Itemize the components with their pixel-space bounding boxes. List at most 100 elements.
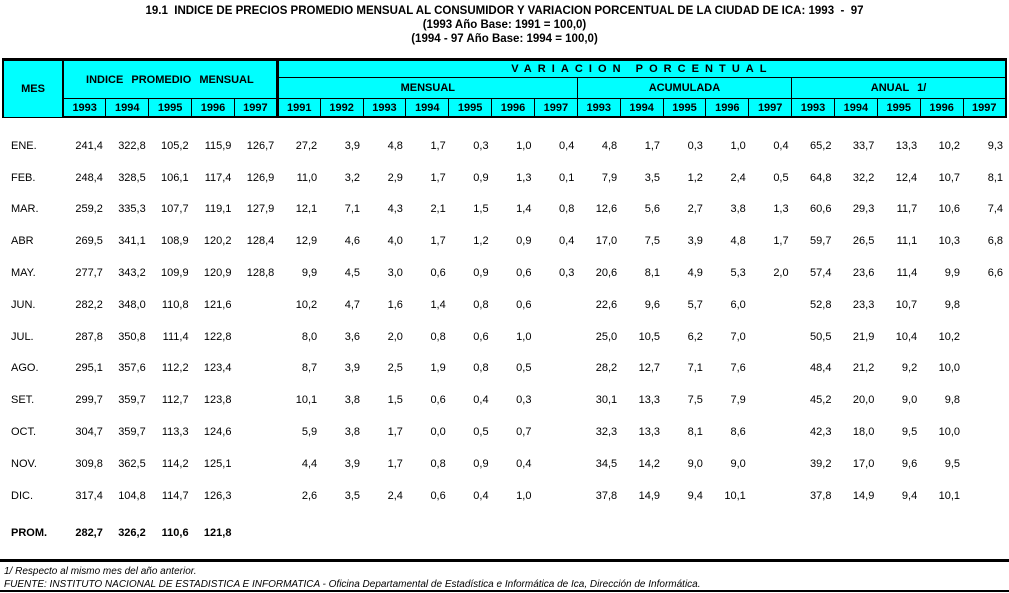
- value-mensual: 0,6: [430, 267, 446, 280]
- value-mensual: 3,9: [344, 139, 361, 152]
- value-anual: [963, 448, 1006, 480]
- value-acumulada: 7,5: [644, 235, 661, 248]
- year-header-indice: 1996: [191, 98, 235, 118]
- value-acumulada: 9,0: [730, 457, 746, 470]
- value-acumulada: 32,3: [595, 426, 618, 439]
- value-indice: 348,0: [118, 298, 146, 311]
- value-acumulada: 0,4: [773, 139, 789, 152]
- value-mensual: 0,6: [430, 489, 446, 502]
- value-indice: 362,5: [118, 457, 146, 470]
- value-anual: [877, 518, 920, 548]
- value-acumulada: 10,5: [638, 330, 661, 343]
- value-acumulada: [749, 289, 792, 321]
- table-row: JUL. 287,8 350,8 111,4 122,8 8,0 3,6 2,0 0,8 0,6 1…: [3, 321, 1006, 353]
- value-acumulada: 2,7: [687, 203, 703, 216]
- value-acumulada: 3,5: [644, 171, 661, 184]
- value-mensual: 2,0: [387, 330, 403, 343]
- value-acumulada: 8,1: [687, 426, 703, 439]
- value-indice: 282,7: [75, 526, 103, 539]
- value-acumulada: 7,0: [730, 330, 746, 343]
- value-indice: 109,9: [161, 267, 189, 280]
- table-row: OCT. 304,7 359,7 113,3 124,6 5,9 3,8 1,7 0,0 0,5 0…: [3, 416, 1006, 448]
- year-header-indice: 1994: [105, 98, 150, 118]
- value-indice: 357,6: [118, 362, 146, 375]
- value-mensual: 4,6: [344, 235, 361, 248]
- value-mensual: [534, 384, 577, 416]
- value-mensual: 1,7: [387, 457, 403, 470]
- month-label: NOV.: [11, 457, 37, 470]
- value-acumulada: 1,0: [730, 139, 746, 152]
- price-index-table: MES INDICE PROMEDIO MENSUAL VARIACION PO…: [2, 58, 1008, 548]
- value-acumulada: [620, 518, 663, 548]
- value-mensual: 1,2: [473, 235, 489, 248]
- value-mensual: 1,6: [387, 298, 403, 311]
- value-indice: 326,2: [118, 526, 146, 539]
- value-acumulada: 28,2: [595, 362, 618, 375]
- value-acumulada: 7,5: [687, 394, 703, 407]
- year-header-mensual: 1995: [448, 98, 493, 118]
- value-indice: 343,2: [118, 267, 146, 280]
- value-mensual: 12,1: [295, 203, 318, 216]
- value-acumulada: 7,9: [601, 171, 618, 184]
- value-indice: 269,5: [75, 235, 103, 248]
- value-acumulada: [749, 384, 792, 416]
- value-mensual: 0,6: [473, 330, 489, 343]
- month-label: PROM.: [11, 526, 48, 539]
- value-mensual: 0,4: [559, 235, 575, 248]
- value-mensual: 4,0: [387, 235, 403, 248]
- value-acumulada: 7,1: [687, 362, 703, 375]
- value-anual: [963, 480, 1006, 512]
- value-mensual: 0,3: [516, 394, 532, 407]
- average-row: PROM. 282,7 326,2 110,6 121,8: [3, 518, 1006, 548]
- value-acumulada: [749, 480, 792, 512]
- value-acumulada: 12,7: [638, 362, 661, 375]
- footnote-source: FUENTE: INSTITUTO NACIONAL DE ESTADISTIC…: [4, 579, 701, 590]
- value-mensual: 0,9: [473, 171, 489, 184]
- value-anual: 33,7: [852, 139, 875, 152]
- value-indice: 112,2: [161, 362, 189, 375]
- value-acumulada: 9,6: [644, 298, 661, 311]
- value-anual: 39,2: [810, 457, 832, 470]
- value-mensual: 0,1: [559, 171, 575, 184]
- year-header-anual: 1994: [833, 98, 878, 118]
- value-acumulada: [749, 518, 792, 548]
- value-acumulada: 13,3: [638, 394, 661, 407]
- table-row: MAR. 259,2 335,3 107,7 119,1 127,9 12,1 7,1 4,3 2…: [3, 194, 1006, 226]
- value-indice: 277,7: [75, 267, 103, 280]
- value-mensual: 0,8: [473, 298, 489, 311]
- value-anual: [963, 321, 1006, 353]
- value-mensual: 3,9: [344, 457, 361, 470]
- value-indice: [234, 353, 277, 385]
- value-acumulada: 7,9: [730, 394, 746, 407]
- value-acumulada: 4,9: [687, 267, 703, 280]
- value-anual: [963, 518, 1006, 548]
- value-anual: 9,5: [944, 457, 961, 470]
- value-mensual: 1,7: [430, 139, 446, 152]
- value-anual: 64,8: [810, 171, 832, 184]
- value-mensual: 1,4: [430, 298, 446, 311]
- value-indice: 120,9: [203, 267, 232, 280]
- value-anual: 12,4: [895, 171, 918, 184]
- value-anual: 21,9: [852, 330, 875, 343]
- month-label: ABR: [11, 235, 34, 248]
- month-label: JUL.: [11, 330, 34, 343]
- value-mensual: 0,6: [430, 394, 446, 407]
- value-mensual: 4,7: [344, 298, 361, 311]
- value-acumulada: 22,6: [595, 298, 618, 311]
- value-mensual: [320, 518, 363, 548]
- value-indice: 125,1: [203, 457, 232, 470]
- value-anual: 11,1: [896, 235, 918, 248]
- value-anual: [920, 518, 963, 548]
- value-mensual: 4,4: [301, 457, 318, 470]
- table-row: AGO. 295,1 357,6 112,2 123,4 8,7 3,9 2,5 1,9 0,8 0…: [3, 353, 1006, 385]
- value-anual: 13,3: [895, 139, 918, 152]
- value-indice: 328,5: [118, 171, 146, 184]
- year-header-indice: 1993: [62, 98, 107, 118]
- table-row: NOV. 309,8 362,5 114,2 125,1 4,4 3,9 1,7 0,8 0,9 0…: [3, 448, 1006, 480]
- value-indice: 115,9: [204, 139, 232, 152]
- year-header-acumulada: 1995: [662, 98, 707, 118]
- value-acumulada: 14,2: [638, 457, 661, 470]
- value-indice: 114,2: [161, 457, 189, 470]
- value-indice: 121,8: [203, 526, 232, 539]
- value-anual: 57,4: [810, 267, 832, 280]
